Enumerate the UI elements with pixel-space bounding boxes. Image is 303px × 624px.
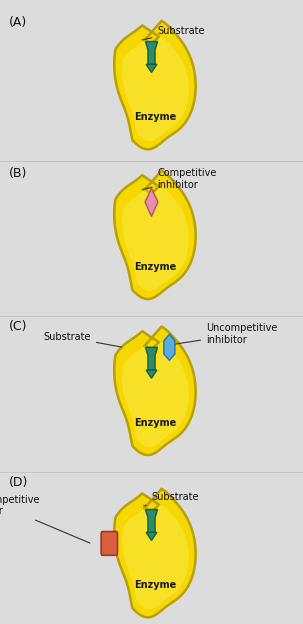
Polygon shape [146, 64, 157, 72]
Text: (C): (C) [9, 320, 28, 333]
Text: Noncompetitive
inhibitor: Noncompetitive inhibitor [0, 495, 90, 543]
Polygon shape [114, 21, 196, 149]
Text: (B): (B) [9, 167, 28, 180]
Polygon shape [146, 532, 157, 540]
Text: Enzyme: Enzyme [134, 262, 176, 272]
Text: (D): (D) [9, 476, 28, 489]
Text: Enzyme: Enzyme [134, 112, 176, 122]
Polygon shape [145, 188, 158, 217]
Polygon shape [122, 504, 189, 609]
Text: Enzyme: Enzyme [134, 418, 176, 428]
Text: Enzyme: Enzyme [134, 580, 176, 590]
Text: Uncompetitive
inhibitor: Uncompetitive inhibitor [175, 323, 278, 344]
Polygon shape [145, 510, 158, 532]
Text: Substrate: Substrate [144, 492, 199, 506]
Polygon shape [122, 186, 189, 291]
Polygon shape [145, 348, 158, 370]
Text: Substrate: Substrate [43, 332, 122, 347]
Text: Competitive
inhibitor: Competitive inhibitor [142, 168, 217, 190]
Polygon shape [114, 489, 196, 617]
Polygon shape [145, 42, 158, 64]
Polygon shape [114, 170, 196, 299]
Polygon shape [122, 36, 189, 141]
Polygon shape [164, 334, 175, 361]
Polygon shape [122, 342, 189, 447]
FancyBboxPatch shape [101, 532, 118, 555]
Text: (A): (A) [9, 16, 27, 29]
Text: Substrate: Substrate [142, 26, 205, 40]
Polygon shape [114, 326, 196, 455]
Polygon shape [146, 370, 157, 378]
